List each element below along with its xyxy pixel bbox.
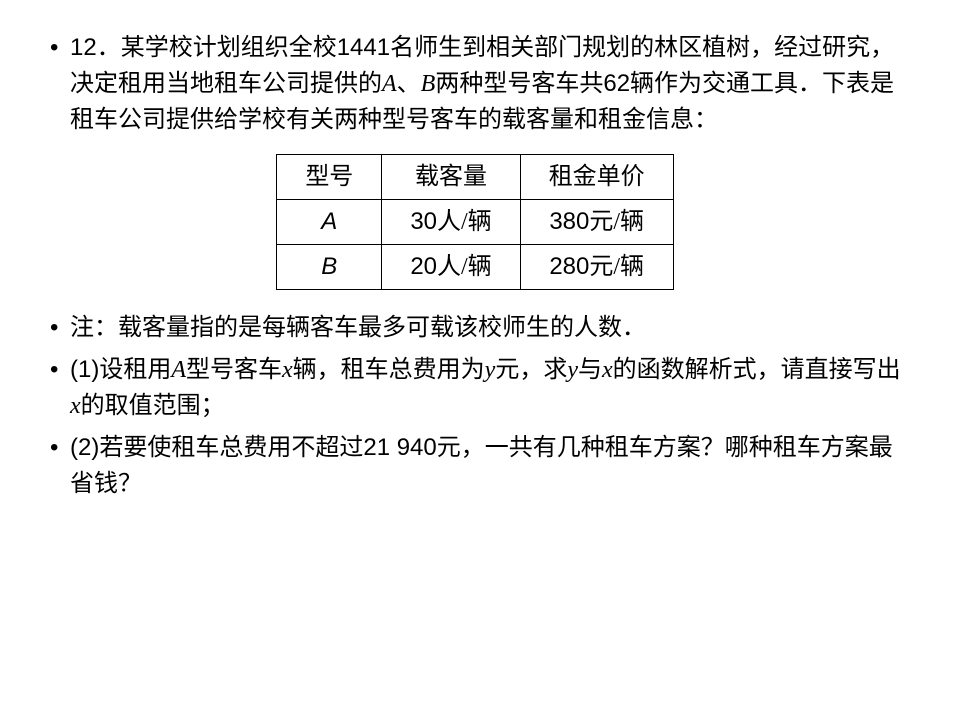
header-price: 租金单价: [520, 155, 673, 200]
capacity-unit: 人/辆: [437, 254, 492, 280]
text: 的取值范围；: [81, 393, 225, 419]
question-2: • (2)若要使租车总费用不超过21 940元，一共有几种租车方案？哪种租车方案…: [40, 430, 910, 502]
text: 辆，租车总费用为: [293, 357, 485, 383]
cell-price: 380元/辆: [520, 200, 673, 245]
text: 若要使租车总费用不超过: [99, 435, 363, 461]
price-unit: 元/辆: [589, 209, 644, 235]
price-num: 380: [549, 208, 589, 235]
capacity-num: 20: [410, 253, 437, 280]
table-row: B 20人/辆 280元/辆: [277, 245, 673, 290]
text: 、: [397, 71, 421, 97]
info-table-container: 型号 载客量 租金单价 A 30人/辆 380元/辆 B 20人/辆 280元/…: [40, 154, 910, 290]
model-label: A: [321, 208, 337, 235]
cell-price: 280元/辆: [520, 245, 673, 290]
table-header-row: 型号 载客量 租金单价: [277, 155, 673, 200]
bullet-icon: •: [40, 430, 70, 502]
text: 两种型号客车共: [435, 71, 603, 97]
header-capacity: 载客量: [382, 155, 520, 200]
bus-info-table: 型号 载客量 租金单价 A 30人/辆 380元/辆 B 20人/辆 280元/…: [276, 154, 673, 290]
note-text: 注：载客量指的是每辆客车最多可载该校师生的人数．: [70, 310, 910, 346]
question-1: • (1)设租用A型号客车x辆，租车总费用为y元，求y与x的函数解析式，请直接写…: [40, 352, 910, 424]
variable: x: [282, 357, 293, 383]
capacity-num: 30: [410, 208, 437, 235]
q-number: (2): [70, 434, 99, 461]
variable: x: [70, 393, 81, 419]
text: 与: [578, 357, 602, 383]
cell-model: A: [277, 200, 382, 245]
price-num: 280: [549, 253, 589, 280]
cell-capacity: 30人/辆: [382, 200, 520, 245]
text: 的函数解析式，请直接写出: [613, 357, 901, 383]
header-model: 型号: [277, 155, 382, 200]
problem-number: 12: [70, 34, 97, 61]
number: 62: [603, 70, 630, 97]
text: 型号客车: [186, 357, 282, 383]
bullet-icon: •: [40, 30, 70, 138]
q-number: (1): [70, 356, 99, 383]
bullet-icon: •: [40, 352, 70, 424]
q2-text: (2)若要使租车总费用不超过21 940元，一共有几种租车方案？哪种租车方案最省…: [70, 430, 910, 502]
number: 21 940: [363, 434, 436, 461]
variable: y: [485, 357, 496, 383]
price-unit: 元/辆: [589, 254, 644, 280]
capacity-unit: 人/辆: [437, 209, 492, 235]
q1-text: (1)设租用A型号客车x辆，租车总费用为y元，求y与x的函数解析式，请直接写出x…: [70, 352, 910, 424]
model-label: B: [321, 253, 337, 280]
variable-a: A: [382, 71, 397, 97]
bullet-icon: •: [40, 310, 70, 346]
cell-capacity: 20人/辆: [382, 245, 520, 290]
text: 设租用: [99, 357, 171, 383]
variable-b: B: [421, 71, 436, 97]
cell-model: B: [277, 245, 382, 290]
number: 1441: [337, 34, 390, 61]
problem-text: 12．某学校计划组织全校1441名师生到相关部门规划的林区植树，经过研究，决定租…: [70, 30, 910, 138]
variable: y: [567, 357, 578, 383]
text: ．某学校计划组织全校: [97, 35, 337, 61]
text: 元，求: [495, 357, 567, 383]
table-row: A 30人/辆 380元/辆: [277, 200, 673, 245]
variable: A: [171, 357, 186, 383]
variable: x: [602, 357, 613, 383]
problem-statement: • 12．某学校计划组织全校1441名师生到相关部门规划的林区植树，经过研究，决…: [40, 30, 910, 138]
note-item: • 注：载客量指的是每辆客车最多可载该校师生的人数．: [40, 310, 910, 346]
